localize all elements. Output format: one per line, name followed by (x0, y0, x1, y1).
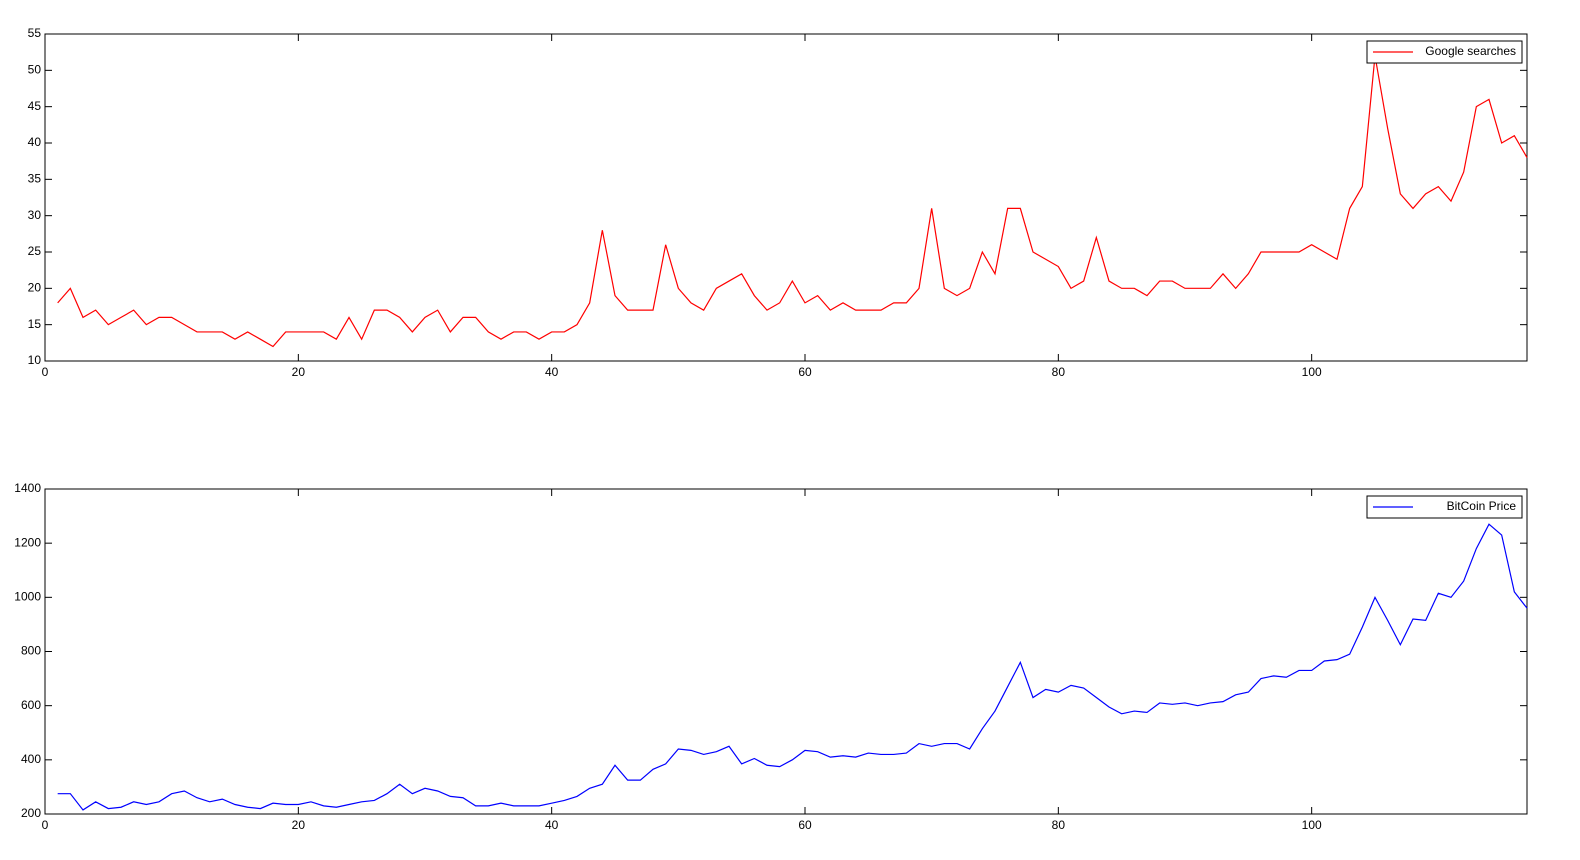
x-tick-label: 80 (1052, 818, 1066, 832)
data-line (57, 523, 1528, 811)
y-tick-label: 1400 (14, 481, 41, 495)
legend-box (1366, 495, 1523, 519)
x-tick-label: 60 (798, 818, 812, 832)
legend-label: BitCoin Price (1447, 499, 1517, 513)
x-tick-label: 100 (1302, 365, 1322, 379)
y-tick-label: 15 (28, 317, 42, 331)
x-tick-label: 0 (42, 818, 49, 832)
legend-box (1366, 40, 1523, 64)
legend: Google searches (1366, 40, 1523, 64)
x-tick-label: 60 (798, 365, 812, 379)
data-line (57, 55, 1528, 348)
y-tick-label: 55 (28, 26, 42, 40)
y-tick-label: 600 (21, 698, 41, 712)
x-tick-label: 0 (42, 365, 49, 379)
y-tick-label: 40 (28, 135, 42, 149)
y-tick-label: 800 (21, 644, 41, 658)
x-tick-label: 100 (1302, 818, 1322, 832)
y-tick-label: 45 (28, 99, 42, 113)
y-tick-label: 1000 (14, 590, 41, 604)
y-tick-label: 35 (28, 172, 42, 186)
y-tick-label: 20 (28, 281, 42, 295)
y-tick-label: 50 (28, 63, 42, 77)
legend: BitCoin Price (1366, 495, 1523, 519)
x-tick-label: 40 (545, 365, 559, 379)
y-tick-label: 400 (21, 752, 41, 766)
y-tick-label: 200 (21, 806, 41, 820)
legend-label: Google searches (1425, 44, 1516, 58)
plot-area (44, 33, 1528, 362)
y-tick-label: 30 (28, 208, 42, 222)
x-tick-label: 20 (292, 818, 306, 832)
x-tick-label: 80 (1052, 365, 1066, 379)
x-tick-label: 20 (292, 365, 306, 379)
x-tick-label: 40 (545, 818, 559, 832)
y-tick-label: 25 (28, 244, 42, 258)
y-tick-label: 10 (28, 353, 42, 367)
y-tick-label: 1200 (14, 535, 41, 549)
plot-area (44, 488, 1528, 815)
